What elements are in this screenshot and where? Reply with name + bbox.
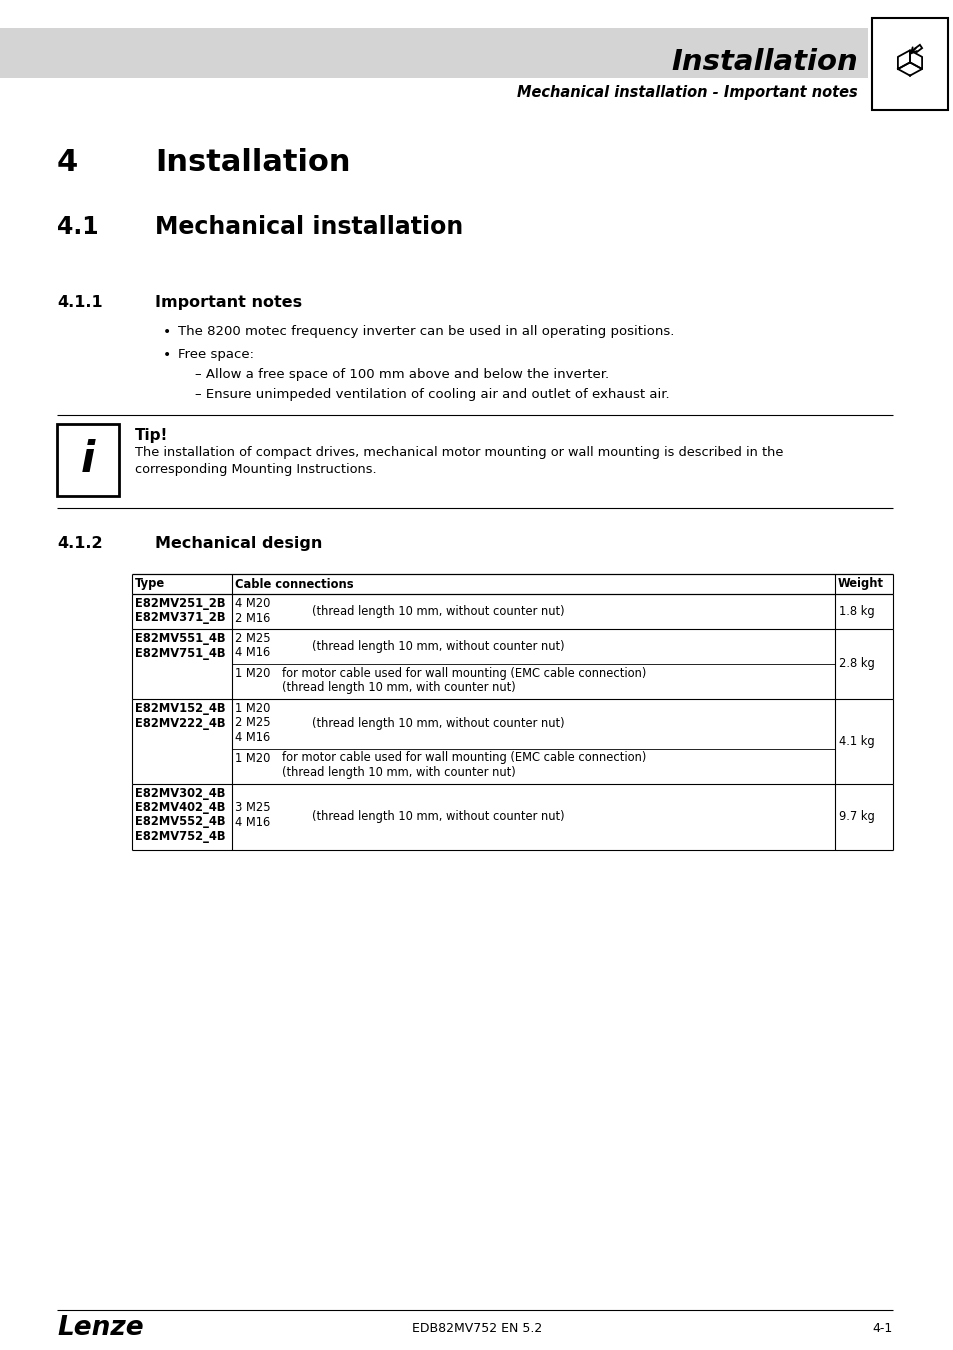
Text: 2 M25: 2 M25 xyxy=(234,717,271,729)
Text: (thread length 10 mm, without counter nut): (thread length 10 mm, without counter nu… xyxy=(312,810,564,824)
Text: Important notes: Important notes xyxy=(154,296,302,310)
Text: for motor cable used for wall mounting (EMC cable connection): for motor cable used for wall mounting (… xyxy=(282,752,646,764)
Text: Installation: Installation xyxy=(154,148,350,177)
Text: – Ensure unimpeded ventilation of cooling air and outlet of exhaust air.: – Ensure unimpeded ventilation of coolin… xyxy=(194,387,669,401)
Text: Mechanical installation - Important notes: Mechanical installation - Important note… xyxy=(517,85,857,100)
Text: 4 M20: 4 M20 xyxy=(234,597,270,610)
Bar xyxy=(871,18,947,109)
Text: EDB82MV752 EN 5.2: EDB82MV752 EN 5.2 xyxy=(412,1322,541,1335)
Text: 2 M25: 2 M25 xyxy=(234,632,271,645)
Bar xyxy=(0,28,867,78)
Text: E82MV402_4B: E82MV402_4B xyxy=(135,801,225,814)
Text: 9.7 kg: 9.7 kg xyxy=(838,810,874,824)
Text: 4.1 kg: 4.1 kg xyxy=(838,734,874,748)
Text: 3 M25: 3 M25 xyxy=(234,801,271,814)
Text: E82MV371_2B: E82MV371_2B xyxy=(135,612,225,625)
Text: E82MV551_4B: E82MV551_4B xyxy=(135,632,225,645)
Text: Mechanical installation: Mechanical installation xyxy=(154,215,463,239)
Text: Type: Type xyxy=(135,578,165,590)
Text: corresponding Mounting Instructions.: corresponding Mounting Instructions. xyxy=(135,463,376,477)
Text: (thread length 10 mm, with counter nut): (thread length 10 mm, with counter nut) xyxy=(282,682,516,694)
Text: for motor cable used for wall mounting (EMC cable connection): for motor cable used for wall mounting (… xyxy=(282,667,646,680)
Bar xyxy=(57,424,119,495)
Text: E82MV752_4B: E82MV752_4B xyxy=(135,830,225,842)
Text: 4 M16: 4 M16 xyxy=(234,730,270,744)
Text: (thread length 10 mm, without counter nut): (thread length 10 mm, without counter nu… xyxy=(312,605,564,618)
Text: E82MV222_4B: E82MV222_4B xyxy=(135,717,225,729)
Text: 1 M20: 1 M20 xyxy=(234,752,270,764)
Text: Installation: Installation xyxy=(671,49,857,76)
Text: E82MV152_4B: E82MV152_4B xyxy=(135,702,225,716)
Polygon shape xyxy=(897,50,909,69)
Text: (thread length 10 mm, with counter nut): (thread length 10 mm, with counter nut) xyxy=(282,765,516,779)
Text: •: • xyxy=(163,348,172,362)
Text: 1 M20: 1 M20 xyxy=(234,702,270,716)
Polygon shape xyxy=(897,62,922,76)
Text: E82MV552_4B: E82MV552_4B xyxy=(135,815,225,829)
Text: E82MV251_2B: E82MV251_2B xyxy=(135,597,225,610)
Text: 4 M16: 4 M16 xyxy=(234,815,270,829)
Text: Free space:: Free space: xyxy=(178,348,253,360)
Text: Tip!: Tip! xyxy=(135,428,168,443)
Text: Lenze: Lenze xyxy=(57,1315,144,1341)
Text: 4-1: 4-1 xyxy=(872,1322,892,1335)
Text: 2 M16: 2 M16 xyxy=(234,612,270,625)
Text: E82MV302_4B: E82MV302_4B xyxy=(135,787,225,799)
Polygon shape xyxy=(909,50,922,69)
Text: i: i xyxy=(81,439,95,481)
Text: E82MV751_4B: E82MV751_4B xyxy=(135,647,225,660)
Text: 4 M16: 4 M16 xyxy=(234,647,270,660)
Text: (thread length 10 mm, without counter nut): (thread length 10 mm, without counter nu… xyxy=(312,717,564,730)
Text: 4.1.2: 4.1.2 xyxy=(57,536,103,551)
Text: 2.8 kg: 2.8 kg xyxy=(838,657,874,671)
Text: 1 M20: 1 M20 xyxy=(234,667,270,680)
Text: •: • xyxy=(163,325,172,339)
Text: – Allow a free space of 100 mm above and below the inverter.: – Allow a free space of 100 mm above and… xyxy=(194,369,608,381)
Text: Weight: Weight xyxy=(837,578,883,590)
Text: The installation of compact drives, mechanical motor mounting or wall mounting i: The installation of compact drives, mech… xyxy=(135,446,782,459)
Text: (thread length 10 mm, without counter nut): (thread length 10 mm, without counter nu… xyxy=(312,640,564,653)
Text: The 8200 motec frequency inverter can be used in all operating positions.: The 8200 motec frequency inverter can be… xyxy=(178,325,674,338)
Text: 1.8 kg: 1.8 kg xyxy=(838,605,874,618)
Text: 4.1: 4.1 xyxy=(57,215,98,239)
Text: Cable connections: Cable connections xyxy=(234,578,354,590)
Text: Mechanical design: Mechanical design xyxy=(154,536,322,551)
Text: 4.1.1: 4.1.1 xyxy=(57,296,103,310)
Text: 4: 4 xyxy=(57,148,78,177)
